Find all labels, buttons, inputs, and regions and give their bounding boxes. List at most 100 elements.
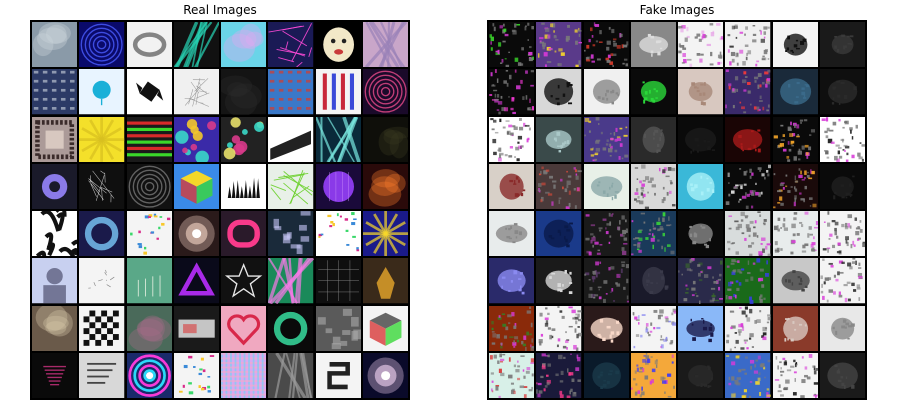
- fake-image-tile: [583, 116, 629, 162]
- real-image-tile: [221, 22, 267, 68]
- real-image-tile-image: [79, 352, 125, 398]
- real-image-tile-image: [126, 211, 172, 257]
- fake-image-tile-image: [772, 305, 818, 351]
- real-image-tile: [173, 116, 219, 162]
- real-image-tile: [268, 22, 314, 68]
- real-image-tile: [173, 352, 219, 398]
- fake-image-tile-image: [725, 163, 771, 209]
- real-image-tile-image: [126, 352, 172, 398]
- real-images-grid: [30, 20, 410, 400]
- real-image-tile-image: [268, 211, 314, 257]
- fake-image-tile: [630, 116, 676, 162]
- fake-image-tile: [489, 163, 535, 209]
- fake-image-tile: [772, 258, 818, 304]
- real-image-tile-image: [362, 163, 408, 209]
- fake-image-tile: [819, 305, 865, 351]
- fake-image-tile-image: [489, 163, 535, 209]
- fake-image-tile: [772, 163, 818, 209]
- fake-image-tile: [536, 258, 582, 304]
- fake-image-tile-image: [772, 211, 818, 257]
- fake-image-tile: [536, 116, 582, 162]
- real-image-tile: [32, 352, 78, 398]
- fake-image-tile-image: [678, 22, 724, 68]
- real-image-tile: [362, 163, 408, 209]
- real-image-tile-image: [32, 163, 78, 209]
- fake-image-tile: [725, 69, 771, 115]
- real-image-tile: [173, 163, 219, 209]
- real-image-tile-image: [362, 22, 408, 68]
- real-image-tile: [315, 69, 361, 115]
- fake-image-tile: [536, 22, 582, 68]
- fake-image-tile-image: [489, 305, 535, 351]
- real-image-tile: [268, 163, 314, 209]
- fake-image-tile-image: [819, 22, 865, 68]
- real-image-tile: [315, 116, 361, 162]
- fake-image-tile: [536, 69, 582, 115]
- real-image-tile-image: [221, 258, 267, 304]
- real-image-tile-image: [126, 69, 172, 115]
- real-image-tile-image: [173, 69, 219, 115]
- fake-image-tile-image: [536, 258, 582, 304]
- real-image-tile: [221, 69, 267, 115]
- real-image-tile-image: [32, 69, 78, 115]
- real-image-tile: [315, 305, 361, 351]
- fake-image-tile: [725, 22, 771, 68]
- real-image-tile-image: [268, 258, 314, 304]
- fake-image-tile-image: [536, 163, 582, 209]
- real-image-tile: [126, 211, 172, 257]
- fake-image-tile-image: [678, 163, 724, 209]
- fake-image-tile: [725, 163, 771, 209]
- fake-image-tile-image: [630, 69, 676, 115]
- real-image-tile-image: [315, 69, 361, 115]
- fake-image-tile: [819, 258, 865, 304]
- fake-image-tile-image: [583, 211, 629, 257]
- real-image-tile-image: [126, 258, 172, 304]
- fake-image-tile-image: [536, 352, 582, 398]
- fake-image-tile: [725, 116, 771, 162]
- real-image-tile-image: [315, 305, 361, 351]
- real-image-tile-image: [268, 69, 314, 115]
- fake-image-tile: [489, 258, 535, 304]
- real-image-tile: [173, 305, 219, 351]
- fake-image-tile-image: [583, 305, 629, 351]
- fake-image-tile-image: [819, 258, 865, 304]
- fake-image-tile-image: [489, 211, 535, 257]
- fake-image-tile: [583, 163, 629, 209]
- real-image-tile-image: [173, 163, 219, 209]
- fake-image-tile-image: [819, 352, 865, 398]
- fake-image-tile-image: [489, 258, 535, 304]
- fake-image-tile: [630, 22, 676, 68]
- fake-image-tile-image: [678, 116, 724, 162]
- fake-image-tile: [725, 211, 771, 257]
- fake-image-tile: [678, 305, 724, 351]
- fake-image-tile: [630, 258, 676, 304]
- fake-image-tile: [725, 258, 771, 304]
- real-image-tile: [126, 69, 172, 115]
- fake-image-tile-image: [583, 116, 629, 162]
- real-image-tile: [268, 258, 314, 304]
- real-image-tile: [362, 116, 408, 162]
- real-image-tile-image: [362, 258, 408, 304]
- real-image-tile: [32, 163, 78, 209]
- real-image-tile-image: [362, 305, 408, 351]
- fake-image-tile: [772, 69, 818, 115]
- real-image-tile-image: [268, 352, 314, 398]
- fake-image-tile-image: [725, 352, 771, 398]
- real-image-tile-image: [32, 116, 78, 162]
- real-image-tile: [126, 163, 172, 209]
- real-image-tile: [268, 211, 314, 257]
- fake-image-tile-image: [536, 211, 582, 257]
- real-image-tile: [221, 352, 267, 398]
- fake-image-tile: [819, 163, 865, 209]
- fake-image-tile-image: [583, 258, 629, 304]
- fake-image-tile: [678, 116, 724, 162]
- real-image-tile: [79, 22, 125, 68]
- real-image-tile: [126, 305, 172, 351]
- fake-image-tile-image: [772, 69, 818, 115]
- fake-image-tile-image: [678, 305, 724, 351]
- real-image-tile-image: [221, 352, 267, 398]
- real-image-tile-image: [221, 211, 267, 257]
- real-image-tile-image: [315, 22, 361, 68]
- real-image-tile: [221, 211, 267, 257]
- real-image-tile: [315, 22, 361, 68]
